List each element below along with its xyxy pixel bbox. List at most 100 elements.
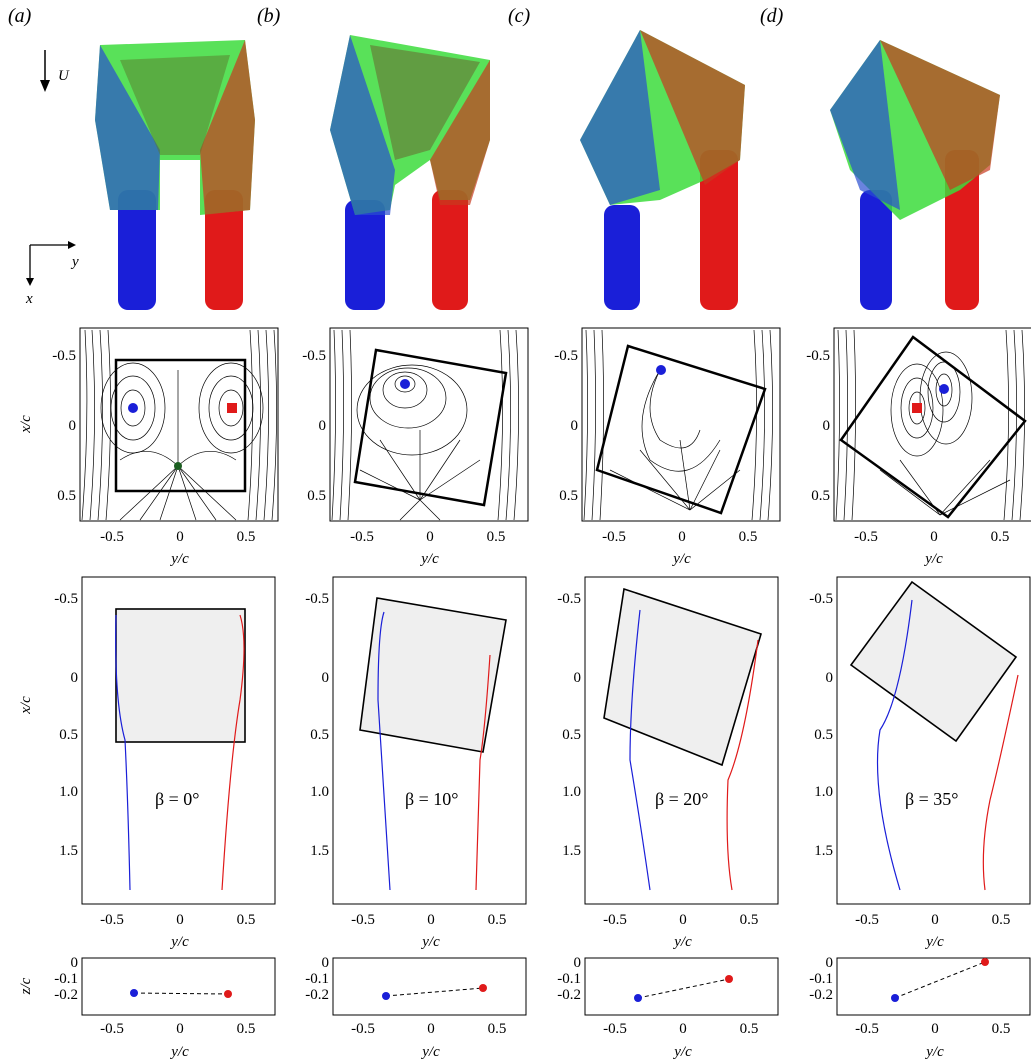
- panel-label-c: (c): [508, 5, 531, 27]
- svg-text:0.5: 0.5: [237, 912, 256, 928]
- svg-text:0: 0: [176, 1021, 184, 1037]
- vortex-isosurface-c: [580, 30, 745, 310]
- beta-label-b: β = 10°: [405, 789, 459, 809]
- iso-y-label: y: [70, 254, 79, 270]
- svg-text:0.5: 0.5: [559, 488, 578, 504]
- streamline-plot-c: [581, 327, 781, 522]
- svg-text:0: 0: [931, 1021, 939, 1037]
- svg-text:0: 0: [574, 670, 582, 686]
- svg-text:0.5: 0.5: [992, 1021, 1011, 1037]
- svg-text:0: 0: [176, 529, 184, 545]
- svg-text:0.5: 0.5: [739, 529, 758, 545]
- svg-text:-0.5: -0.5: [603, 912, 627, 928]
- svg-text:0: 0: [571, 418, 579, 434]
- svg-text:-0.5: -0.5: [100, 1021, 124, 1037]
- svg-text:0: 0: [69, 418, 77, 434]
- svg-text:0: 0: [319, 418, 327, 434]
- svg-text:z/c: z/c: [18, 977, 34, 995]
- svg-text:y/c: y/c: [672, 1044, 692, 1060]
- svg-text:y/c: y/c: [420, 1044, 440, 1060]
- streamline-axis-labels-a: -0.5 0 0.5 -0.5 0 0.5 y/c x/c: [18, 348, 255, 567]
- svg-text:0: 0: [427, 912, 435, 928]
- svg-text:0.5: 0.5: [310, 727, 329, 743]
- svg-text:0: 0: [574, 955, 582, 971]
- svg-text:0.5: 0.5: [307, 488, 326, 504]
- trajectory-plot-a: β = 0°: [81, 576, 276, 905]
- svg-text:1.0: 1.0: [59, 784, 78, 800]
- svg-text:-0.5: -0.5: [52, 348, 76, 364]
- svg-text:0.5: 0.5: [740, 1021, 759, 1037]
- svg-text:-0.2: -0.2: [54, 987, 78, 1003]
- trajectory-axis-labels-b: -0.5 0 0.5 1.0 1.5 -0.5 0 0.5 y/c: [305, 591, 506, 950]
- svg-text:-0.5: -0.5: [809, 591, 833, 607]
- svg-text:0.5: 0.5: [59, 727, 78, 743]
- trajectory-plot-d: β = 35°: [836, 576, 1031, 905]
- svg-text:0.5: 0.5: [562, 727, 581, 743]
- svg-text:-0.5: -0.5: [305, 591, 329, 607]
- svg-text:0.5: 0.5: [488, 1021, 507, 1037]
- svg-text:y/c: y/c: [169, 934, 189, 950]
- svg-text:0: 0: [71, 955, 79, 971]
- svg-text:0: 0: [931, 912, 939, 928]
- svg-text:-0.1: -0.1: [557, 971, 581, 987]
- svg-text:0: 0: [826, 670, 834, 686]
- svg-text:-0.1: -0.1: [54, 971, 78, 987]
- svg-text:-0.1: -0.1: [305, 971, 329, 987]
- svg-text:-0.5: -0.5: [350, 529, 374, 545]
- beta-label-a: β = 0°: [155, 789, 200, 809]
- svg-text:y/c: y/c: [924, 934, 944, 950]
- svg-text:y/c: y/c: [923, 551, 943, 567]
- beta-label-d: β = 35°: [905, 789, 959, 809]
- svg-text:-0.5: -0.5: [603, 1021, 627, 1037]
- z-plot-a: [81, 957, 276, 1016]
- svg-text:y/c: y/c: [672, 934, 692, 950]
- svg-text:-0.5: -0.5: [806, 348, 830, 364]
- svg-text:x/c: x/c: [18, 696, 34, 715]
- svg-text:0: 0: [322, 670, 330, 686]
- svg-text:0: 0: [826, 955, 834, 971]
- svg-text:y/c: y/c: [419, 551, 439, 567]
- svg-text:0: 0: [679, 1021, 687, 1037]
- z-axis-labels-b: 0 -0.1 -0.2 -0.5 0 0.5 y/c: [305, 955, 506, 1060]
- z-plot-d: [836, 957, 1031, 1016]
- svg-text:-0.2: -0.2: [557, 987, 581, 1003]
- svg-text:1.0: 1.0: [310, 784, 329, 800]
- z-plot-b: [332, 957, 527, 1016]
- svg-text:-0.5: -0.5: [302, 348, 326, 364]
- svg-text:0: 0: [678, 529, 686, 545]
- panel-label-b: (b): [257, 5, 281, 27]
- svg-text:y/c: y/c: [420, 934, 440, 950]
- trajectory-axis-labels-d: -0.5 0 0.5 1.0 1.5 -0.5 0 0.5 y/c: [809, 591, 1010, 950]
- svg-text:-0.1: -0.1: [809, 971, 833, 987]
- svg-text:-0.5: -0.5: [351, 912, 375, 928]
- svg-text:0.5: 0.5: [487, 529, 506, 545]
- svg-text:1.0: 1.0: [562, 784, 581, 800]
- trajectory-axis-labels-a: -0.5 0 0.5 1.0 1.5 -0.5 0 0.5 y/c x/c: [18, 591, 255, 950]
- iso-x-label: x: [25, 291, 33, 307]
- streamline-axis-labels-b: -0.5 0 0.5 -0.5 0 0.5 y/c: [302, 348, 505, 567]
- svg-text:-0.5: -0.5: [100, 529, 124, 545]
- z-plot-c: [584, 957, 779, 1016]
- vortex-isosurface-a: [95, 40, 255, 310]
- svg-text:-0.5: -0.5: [854, 529, 878, 545]
- svg-text:y/c: y/c: [671, 551, 691, 567]
- svg-text:0.5: 0.5: [740, 912, 759, 928]
- svg-text:0.5: 0.5: [488, 912, 507, 928]
- svg-text:-0.5: -0.5: [855, 912, 879, 928]
- vortex-isosurface-d: [830, 40, 1000, 310]
- beta-label-c: β = 20°: [655, 789, 709, 809]
- svg-text:y/c: y/c: [924, 1044, 944, 1060]
- svg-text:-0.5: -0.5: [557, 591, 581, 607]
- svg-text:y/c: y/c: [169, 551, 189, 567]
- svg-text:-0.5: -0.5: [855, 1021, 879, 1037]
- svg-text:1.5: 1.5: [310, 843, 329, 859]
- svg-text:0: 0: [426, 529, 434, 545]
- svg-text:0: 0: [930, 529, 938, 545]
- svg-text:0.5: 0.5: [991, 529, 1010, 545]
- svg-text:-0.2: -0.2: [809, 987, 833, 1003]
- svg-text:0.5: 0.5: [811, 488, 830, 504]
- svg-text:-0.5: -0.5: [602, 529, 626, 545]
- panel-label-d: (d): [760, 5, 784, 27]
- svg-text:0: 0: [427, 1021, 435, 1037]
